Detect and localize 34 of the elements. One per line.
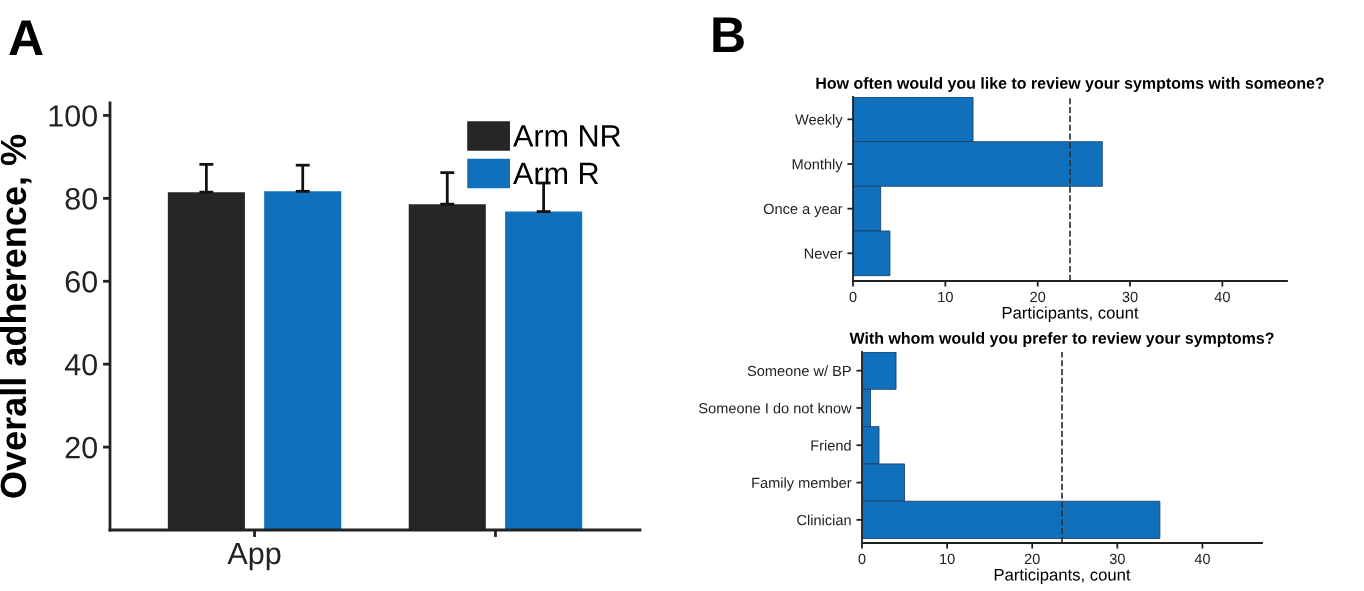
x-tick-label: 30 <box>1122 291 1138 303</box>
y-tick-label: Monthly <box>792 158 843 173</box>
x-tick-label: 20 <box>1030 291 1046 303</box>
legend-label: Arm R <box>513 162 599 184</box>
y-tick-label: Never <box>804 248 843 259</box>
text: B <box>713 17 744 52</box>
y-axis-title: Overall adherence, % <box>0 134 32 498</box>
x-tick-label: 0 <box>858 553 866 565</box>
text: A <box>9 20 43 55</box>
x-tick-label: 10 <box>940 553 955 565</box>
y-tick-label: Weekly <box>795 114 843 128</box>
x-tick-label: 30 <box>1109 553 1125 565</box>
x-axis-title: Participants, count <box>994 568 1131 584</box>
y-tick-label: 40 <box>64 353 97 376</box>
chart-title: How often would you like to review your symptoms with someone? <box>816 77 1324 92</box>
x-tick-label: App <box>227 542 281 571</box>
x-tick-label: 20 <box>1024 553 1040 565</box>
y-tick-label: 100 <box>49 105 97 127</box>
y-tick-label: Someone I do not know <box>699 402 852 414</box>
y-tick-label: Clinician <box>797 514 851 526</box>
y-tick-label: 20 <box>65 436 97 459</box>
x-tick-label: 0 <box>849 291 857 303</box>
y-tick-label: Friend <box>811 439 851 451</box>
y-tick-label: 80 <box>65 188 97 210</box>
x-tick-label: 10 <box>938 291 953 303</box>
x-tick-label: 40 <box>1194 553 1210 565</box>
y-tick-label: Once a year <box>763 203 843 217</box>
legend-label: Arm NR <box>513 125 621 147</box>
x-tick-label: 40 <box>1214 291 1230 303</box>
y-tick-label: 60 <box>65 271 97 293</box>
chart-title: With whom would you prefer to review your symptoms? <box>849 332 1274 347</box>
y-tick-label: Family member <box>752 477 852 491</box>
y-tick-label: Someone w/ BP <box>747 365 851 377</box>
x-axis-title: Participants, count <box>1002 306 1139 322</box>
